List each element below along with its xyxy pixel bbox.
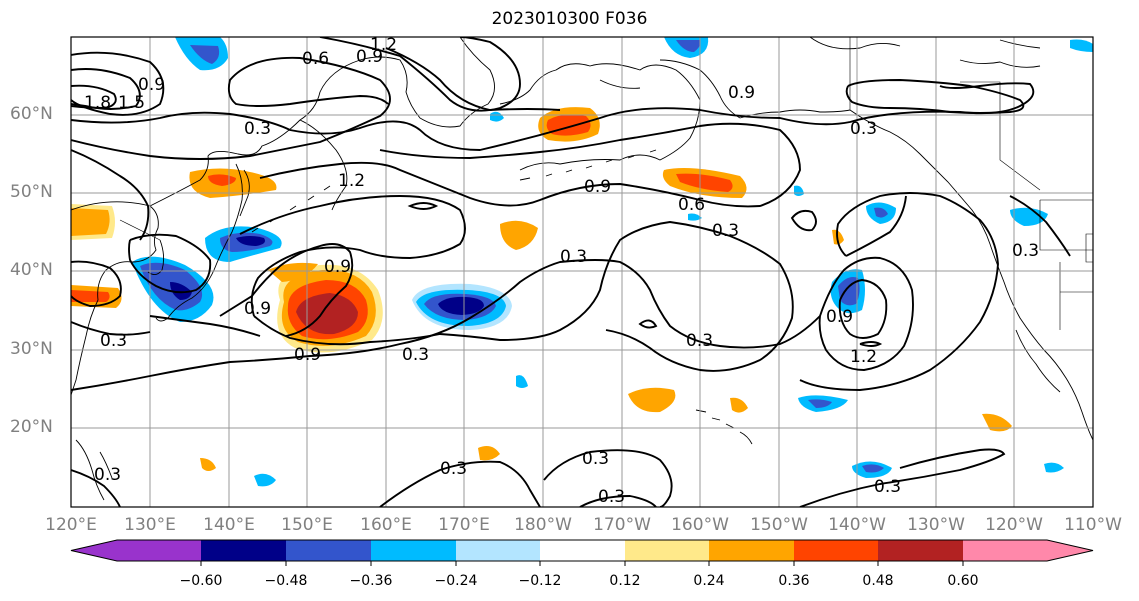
lat-label: 20°N	[10, 417, 53, 437]
colorbar-tick-label: 0.36	[778, 573, 810, 589]
lon-label: 140°W	[828, 515, 886, 535]
colorbar-tick-label: −0.48	[264, 573, 308, 589]
lon-label: 150°E	[281, 515, 333, 535]
colorbar-segment	[963, 540, 1047, 561]
lon-label: 170°W	[593, 515, 651, 535]
contour-labels: 0.6 0.9 1.2 0.3 1.8 1.5 1.2 0.9 0.3 0.9 …	[84, 35, 1039, 507]
contour-label: 0.3	[850, 119, 877, 139]
colorbar-tick-label: 0.12	[609, 573, 641, 589]
colorbar-segment	[540, 540, 625, 561]
shaded-anomalies	[71, 37, 1093, 487]
contour-label: 0.9	[244, 299, 271, 319]
colorbar-tick-label: 0.60	[947, 573, 979, 589]
colorbar-segment	[625, 540, 709, 561]
contour-label: 0.3	[582, 449, 609, 469]
lat-label: 50°N	[10, 182, 53, 202]
colorbar-extend-min	[71, 540, 117, 561]
contour-label: 1.2	[370, 35, 397, 55]
contour-label: 0.3	[440, 459, 467, 479]
map-frame	[70, 36, 1094, 508]
coastlines	[71, 37, 1093, 501]
colorbar-segment	[371, 540, 456, 561]
colorbar-tick-label: 0.48	[862, 573, 894, 589]
colorbar-tick-label: −0.12	[518, 573, 562, 589]
contour-label: 0.6	[678, 195, 705, 215]
contour-label: 0.9	[138, 75, 165, 95]
contour-label: 1.2	[338, 171, 365, 191]
graticule	[71, 37, 1093, 507]
lon-label: 150°W	[750, 515, 808, 535]
contour-label: 0.9	[584, 177, 611, 197]
lon-label: 130°W	[907, 515, 965, 535]
contour-label: 1.2	[850, 347, 877, 367]
contour-label: 0.3	[402, 345, 429, 365]
colorbar-segment	[117, 540, 201, 561]
lon-label: 140°E	[203, 515, 255, 535]
contour-label: 0.9	[826, 307, 853, 327]
lon-label: 180°W	[514, 515, 572, 535]
contour-label: 0.3	[94, 465, 121, 485]
lon-label: 160°W	[671, 515, 729, 535]
colorbar-segment	[201, 540, 286, 561]
contour-label: 1.5	[118, 93, 145, 113]
contour-label: 0.9	[294, 345, 321, 365]
contour-label: 0.3	[244, 119, 271, 139]
colorbar-tick-label: −0.24	[434, 573, 478, 589]
lat-label: 30°N	[10, 339, 53, 359]
colorbar-tick-label: −0.60	[179, 573, 223, 589]
contour-label: 0.3	[874, 477, 901, 497]
colorbar-segment	[794, 540, 878, 561]
contour-label: 0.3	[100, 331, 127, 351]
contour-label: 0.3	[598, 487, 625, 507]
contour-label: 0.9	[356, 47, 383, 67]
contour-lines	[71, 37, 1071, 507]
lon-label: 120°E	[45, 515, 97, 535]
contour-label: 0.3	[712, 221, 739, 241]
colorbar-outline	[70, 539, 1094, 562]
contour-label: 1.8	[84, 93, 111, 113]
contour-label: 0.3	[686, 331, 713, 351]
colorbar-segment	[878, 540, 963, 561]
colorbar-extend-max	[1047, 540, 1093, 561]
lon-label: 120°W	[985, 515, 1043, 535]
contour-label: 0.9	[324, 257, 351, 277]
colorbar-segment	[709, 540, 794, 561]
colorbar-tick-label: −0.36	[349, 573, 393, 589]
map-title: 2023010300 F036	[491, 9, 648, 29]
colorbar-segment	[286, 540, 371, 561]
colorbar-segment	[456, 540, 540, 561]
colorbar-tick-label: 0.24	[693, 573, 725, 589]
lon-label: 130°E	[124, 515, 176, 535]
contour-label: 0.9	[728, 83, 755, 103]
lat-label: 40°N	[10, 260, 53, 280]
contour-label: 0.3	[1012, 241, 1039, 261]
lat-label: 60°N	[10, 104, 53, 124]
contour-label: 0.6	[302, 49, 329, 69]
colorbar	[70, 539, 1094, 566]
lon-label: 170°E	[438, 515, 490, 535]
lon-label: 160°E	[360, 515, 412, 535]
lon-label: 110°W	[1064, 515, 1122, 535]
contour-label: 0.3	[560, 247, 587, 267]
